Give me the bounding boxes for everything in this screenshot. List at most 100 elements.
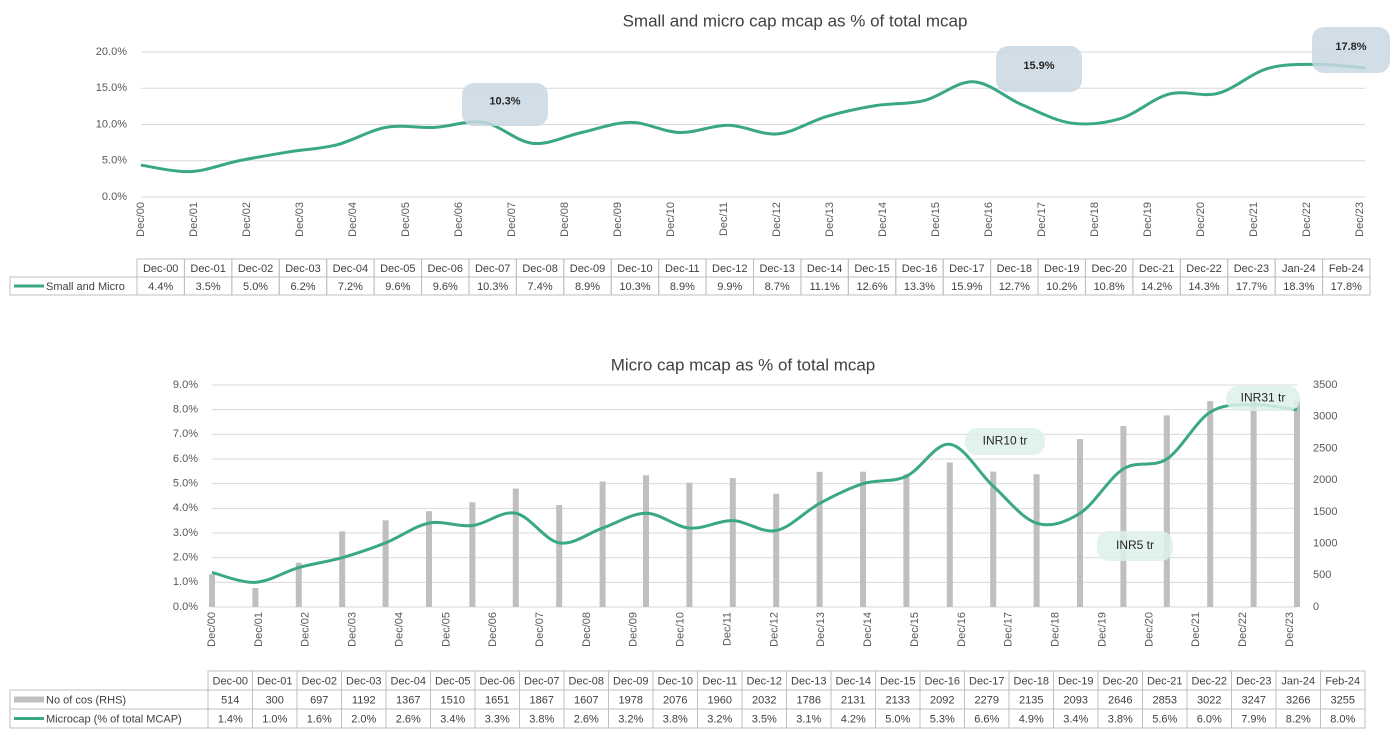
annotation: 15.9% [1023, 60, 1054, 72]
table-value: 1.6% [307, 713, 332, 725]
table-header: Dec-09 [613, 675, 648, 687]
annotation: 17.8% [1335, 41, 1366, 53]
table-value: 2135 [1019, 694, 1043, 706]
y-tick-label: 1.0% [173, 576, 198, 588]
x-tick-label: Dec/09 [628, 612, 640, 647]
y2-tick-label: 1500 [1313, 506, 1337, 518]
table-value: 3022 [1197, 694, 1221, 706]
table-value: 17.7% [1236, 281, 1267, 293]
table-header: Dec-13 [759, 263, 794, 275]
table-value: 5.0% [243, 281, 268, 293]
x-tick-label: Dec/00 [135, 202, 147, 237]
table-value: 3.5% [196, 281, 221, 293]
table-value: 3.2% [618, 713, 643, 725]
bar [252, 587, 259, 607]
bar [469, 502, 476, 607]
table-value: 2032 [752, 694, 776, 706]
bar [686, 482, 693, 607]
table-header: Dec-23 [1234, 263, 1269, 275]
table-value: 3.8% [1108, 713, 1133, 725]
table-header: Dec-14 [836, 675, 871, 687]
table-header: Dec-14 [807, 263, 842, 275]
bar [903, 474, 910, 607]
table-header: Dec-15 [854, 263, 889, 275]
table-value: 7.2% [338, 281, 363, 293]
table-header: Dec-18 [1014, 675, 1049, 687]
x-tick-label: Dec/21 [1248, 202, 1260, 237]
table-header: Dec-06 [480, 675, 515, 687]
y-tick-label: 10.0% [96, 118, 127, 130]
table-value: 2.0% [351, 713, 376, 725]
table-header: Dec-20 [1103, 675, 1138, 687]
table-header: Dec-01 [190, 263, 225, 275]
bar [1163, 415, 1170, 607]
bar [1207, 401, 1214, 607]
x-tick-label: Dec/00 [206, 612, 218, 647]
table-value: 8.2% [1286, 713, 1311, 725]
bar [816, 471, 823, 607]
y-tick-label: 7.0% [173, 428, 198, 440]
y2-tick-label: 1000 [1313, 537, 1337, 549]
table-value: 2131 [841, 694, 865, 706]
x-tick-label: Dec/06 [453, 202, 465, 237]
x-tick-label: Dec/13 [815, 612, 827, 647]
x-tick-label: Dec/21 [1190, 612, 1202, 647]
x-tick-label: Dec/15 [909, 612, 921, 647]
x-tick-label: Dec/23 [1284, 612, 1296, 647]
table-header: Dec-12 [747, 675, 782, 687]
table-header: Dec-01 [257, 675, 292, 687]
table-value: 3.5% [752, 713, 777, 725]
x-tick-label: Dec/12 [768, 612, 780, 647]
x-tick-label: Dec/16 [983, 202, 995, 237]
table-header: Dec-22 [1192, 675, 1227, 687]
table-header: Dec-21 [1139, 263, 1174, 275]
table-value: 1978 [619, 694, 643, 706]
y2-tick-label: 3000 [1313, 411, 1337, 423]
x-tick-label: Dec/10 [665, 202, 677, 237]
table-value: 9.6% [385, 281, 410, 293]
annotation: 10.3% [489, 95, 520, 107]
table-value: 1367 [396, 694, 420, 706]
table-value: 2093 [1064, 694, 1088, 706]
y-tick-label: 5.0% [102, 155, 127, 167]
table-header: Dec-16 [902, 263, 937, 275]
y-tick-label: 0.0% [173, 601, 198, 613]
legend-swatch [14, 696, 44, 703]
x-tick-label: Dec/04 [347, 202, 359, 237]
bar [1033, 474, 1040, 607]
x-tick-label: Dec/18 [1089, 202, 1101, 237]
bar [295, 562, 302, 607]
bar [643, 475, 649, 607]
table-value: 3.3% [485, 713, 510, 725]
table-value: 2279 [975, 694, 999, 706]
table-value: 3.8% [663, 713, 688, 725]
table-value: 6.0% [1197, 713, 1222, 725]
table-header: Dec-03 [285, 263, 320, 275]
table-value: 3.2% [707, 713, 732, 725]
table-header: Dec-02 [302, 675, 337, 687]
table-header: Dec-15 [880, 675, 915, 687]
table-header: Dec-18 [997, 263, 1032, 275]
bar [990, 471, 997, 607]
table-value: 8.9% [670, 281, 695, 293]
table-value: 514 [221, 694, 239, 706]
table-value: 10.2% [1046, 281, 1077, 293]
table-header: Dec-10 [617, 263, 652, 275]
table-header: Dec-03 [346, 675, 381, 687]
x-tick-label: Dec/14 [877, 202, 889, 237]
annotation-box [1226, 386, 1300, 411]
x-tick-label: Dec/03 [294, 202, 306, 237]
table-value: 300 [266, 694, 284, 706]
x-tick-label: Dec/16 [956, 612, 968, 647]
table-value: 18.3% [1283, 281, 1314, 293]
x-tick-label: Dec/02 [241, 202, 253, 237]
annotation-box [1097, 531, 1173, 561]
bar [729, 478, 736, 607]
bar [512, 488, 519, 607]
y2-tick-label: 3500 [1313, 379, 1337, 391]
table-header: Dec-00 [143, 263, 178, 275]
table-value: 2.6% [574, 713, 599, 725]
table-value: 4.9% [1019, 713, 1044, 725]
table-header: Dec-13 [791, 675, 826, 687]
